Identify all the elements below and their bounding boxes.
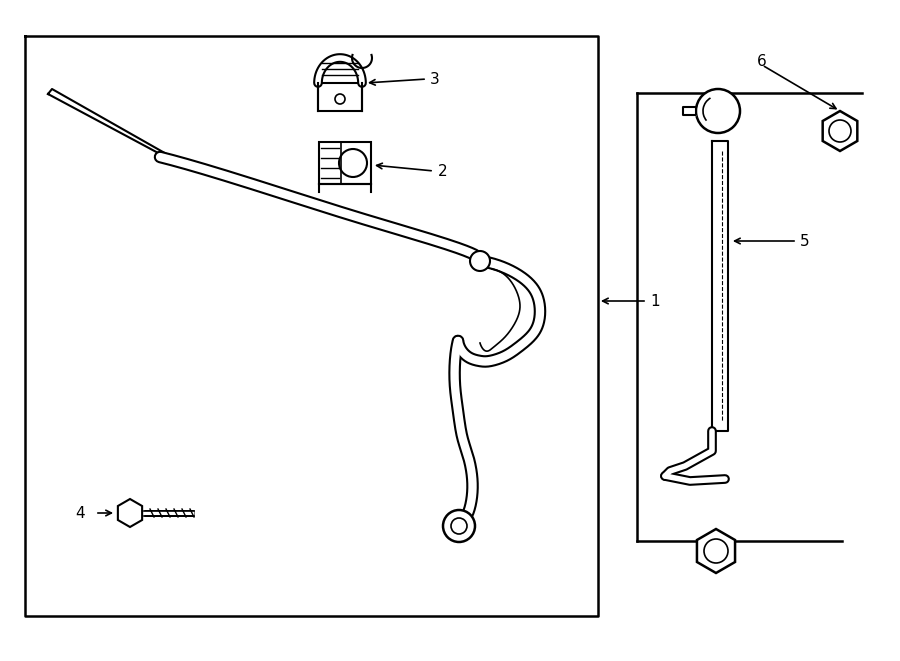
Circle shape (339, 149, 367, 177)
Text: 5: 5 (800, 233, 810, 249)
Circle shape (696, 89, 740, 133)
Polygon shape (823, 111, 858, 151)
Polygon shape (712, 141, 728, 431)
Text: 2: 2 (438, 163, 447, 178)
Circle shape (704, 539, 728, 563)
Circle shape (443, 510, 475, 542)
Polygon shape (48, 89, 175, 162)
Polygon shape (319, 142, 371, 184)
Circle shape (470, 251, 490, 271)
Text: 4: 4 (75, 506, 85, 520)
Text: 1: 1 (650, 293, 660, 309)
Polygon shape (697, 529, 735, 573)
Circle shape (335, 94, 345, 104)
Text: 3: 3 (430, 71, 440, 87)
Polygon shape (118, 499, 142, 527)
Circle shape (829, 120, 851, 142)
Text: 6: 6 (757, 54, 767, 69)
Polygon shape (683, 107, 696, 115)
Circle shape (451, 518, 467, 534)
Polygon shape (318, 83, 362, 111)
